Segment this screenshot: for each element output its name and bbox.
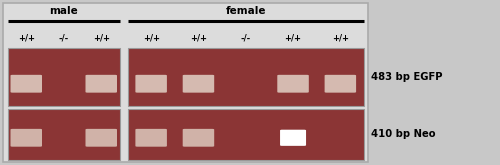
Bar: [8, 48, 120, 106]
Bar: [8, 109, 120, 160]
FancyBboxPatch shape: [182, 75, 214, 93]
Text: +/+: +/+: [332, 33, 349, 42]
Text: +/+: +/+: [93, 33, 110, 42]
FancyBboxPatch shape: [182, 129, 214, 147]
FancyBboxPatch shape: [136, 75, 167, 93]
FancyBboxPatch shape: [86, 129, 117, 147]
Text: female: female: [226, 6, 266, 16]
Bar: [128, 109, 364, 160]
Text: +/+: +/+: [18, 33, 35, 42]
Text: +/+: +/+: [284, 33, 302, 42]
FancyBboxPatch shape: [278, 75, 309, 93]
FancyBboxPatch shape: [10, 75, 42, 93]
Text: -/-: -/-: [240, 33, 251, 42]
FancyBboxPatch shape: [324, 75, 356, 93]
FancyBboxPatch shape: [86, 75, 117, 93]
Text: +/+: +/+: [142, 33, 160, 42]
Bar: [128, 48, 364, 106]
Text: male: male: [50, 6, 78, 16]
FancyBboxPatch shape: [2, 3, 368, 162]
FancyBboxPatch shape: [136, 129, 167, 147]
Text: -/-: -/-: [58, 33, 69, 42]
Text: +/+: +/+: [190, 33, 207, 42]
Text: 483 bp EGFP: 483 bp EGFP: [371, 72, 442, 82]
FancyBboxPatch shape: [280, 130, 306, 146]
FancyBboxPatch shape: [10, 129, 42, 147]
Text: 410 bp Neo: 410 bp Neo: [371, 130, 436, 139]
